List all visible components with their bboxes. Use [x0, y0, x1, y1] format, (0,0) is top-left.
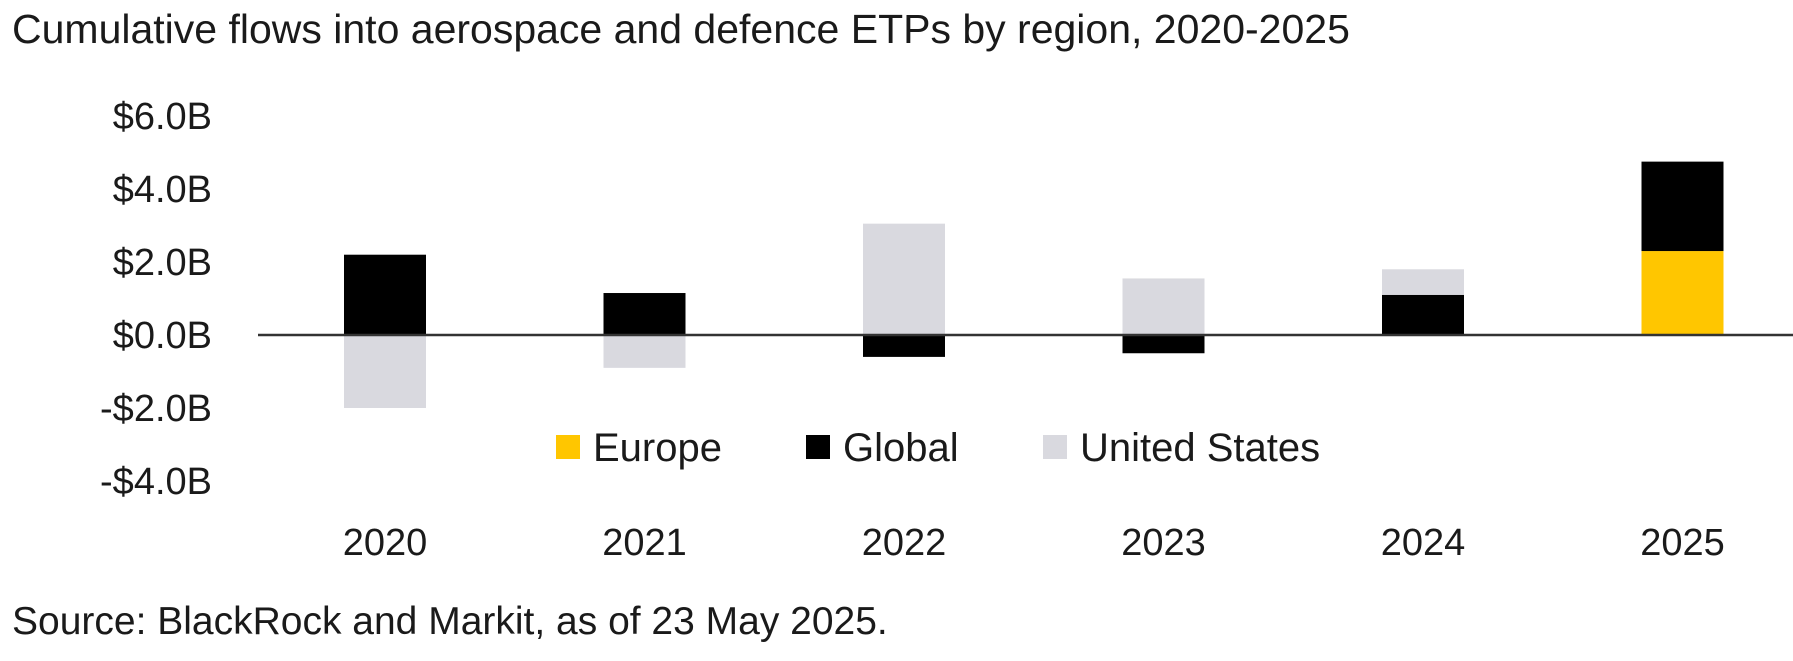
- bar-united-states-2023: [1122, 278, 1205, 335]
- x-tick-label: 2020: [343, 522, 428, 564]
- bar-united-states-2022: [863, 223, 945, 335]
- legend-label-europe: Europe: [593, 426, 722, 470]
- bar-global-2021: [603, 293, 686, 335]
- y-tick-label: $6.0B: [113, 96, 212, 138]
- source-note: Source: BlackRock and Markit, as of 23 M…: [12, 600, 888, 643]
- y-tick-label: -$4.0B: [100, 461, 212, 503]
- x-axis: 2020 2021 2022 2023 2024 2025: [343, 522, 1725, 564]
- bars-layer: [344, 161, 1724, 408]
- y-tick-label: -$2.0B: [100, 388, 212, 430]
- y-tick-label: $2.0B: [113, 242, 212, 284]
- x-tick-label: 2021: [602, 522, 687, 564]
- chart-title: Cumulative flows into aerospace and defe…: [12, 6, 1350, 52]
- legend-swatch-global: [806, 435, 830, 459]
- bar-united-states-2024: [1382, 269, 1464, 295]
- x-tick-label: 2025: [1640, 522, 1725, 564]
- bar-global-2023: [1122, 335, 1205, 354]
- y-tick-label: $0.0B: [113, 315, 212, 357]
- bar-united-states-2021: [603, 335, 686, 368]
- x-tick-label: 2024: [1381, 522, 1466, 564]
- legend-label-united-states: United States: [1080, 426, 1320, 470]
- x-tick-label: 2022: [862, 522, 947, 564]
- legend-swatch-europe: [556, 435, 580, 459]
- legend-swatch-united-states: [1043, 435, 1067, 459]
- y-tick-label: $4.0B: [113, 169, 212, 211]
- bar-global-2022: [863, 335, 945, 357]
- legend-label-global: Global: [843, 426, 959, 470]
- bar-global-2025: [1641, 161, 1724, 252]
- bar-europe-2025: [1641, 251, 1724, 335]
- x-tick-label: 2023: [1121, 522, 1206, 564]
- bar-united-states-2020: [344, 335, 426, 408]
- y-axis: $6.0B $4.0B $2.0B $0.0B -$2.0B -$4.0B: [100, 96, 212, 503]
- legend: Europe Global United States: [556, 426, 1320, 470]
- bar-global-2020: [344, 254, 426, 335]
- bar-global-2024: [1382, 294, 1464, 335]
